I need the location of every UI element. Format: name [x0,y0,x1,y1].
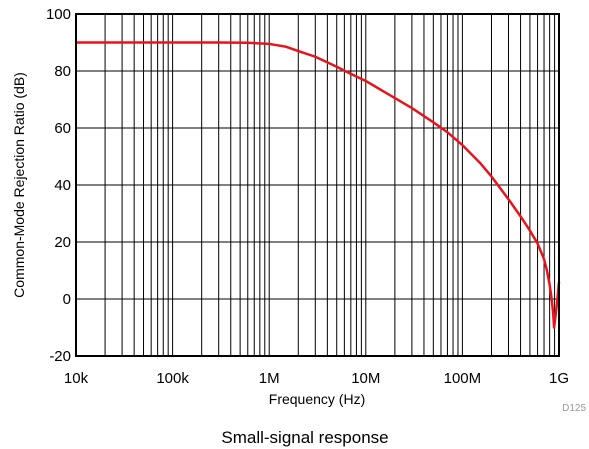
y-tick-label: -20 [49,348,71,365]
x-tick-label: 1G [549,370,569,387]
x-tick-labels: 10k 100k 1M 10M 100M 1G [64,370,569,387]
y-tick-labels: -20 0 20 40 60 80 100 [46,6,71,365]
x-tick-label: 100M [444,370,482,387]
y-axis-title: Common-Mode Rejection Ratio (dB) [11,72,27,298]
y-tick-label: 60 [54,120,71,137]
plot-frame [75,13,560,357]
x-tick-label: 100k [156,370,189,387]
figure-id: D125 [562,403,586,414]
x-axis-title: Frequency (Hz) [269,391,365,407]
y-tick-label: 20 [54,234,71,251]
x-tick-label: 1M [259,370,280,387]
y-tick-label: 80 [54,63,71,80]
y-tick-label: 40 [54,177,71,194]
figure-caption: Small-signal response [221,428,388,447]
x-tick-label: 10k [64,370,89,387]
cmrr-series-line [76,41,561,329]
y-tick-label: 100 [46,6,71,23]
y-tick-label: 0 [63,291,71,308]
x-tick-label: 10M [351,370,380,387]
grid-lines [75,13,559,357]
